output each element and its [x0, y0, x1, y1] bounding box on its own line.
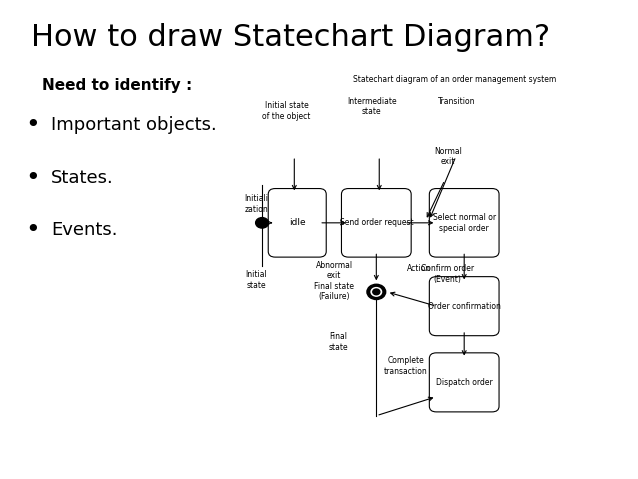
- FancyBboxPatch shape: [268, 189, 326, 257]
- Text: Action: Action: [407, 264, 431, 273]
- Text: •: •: [25, 218, 40, 242]
- Text: Important objects.: Important objects.: [51, 116, 217, 134]
- Text: Intermediate
state: Intermediate state: [347, 97, 396, 116]
- FancyBboxPatch shape: [429, 189, 499, 257]
- FancyArrowPatch shape: [322, 221, 345, 225]
- Text: Events.: Events.: [51, 221, 117, 239]
- FancyArrowPatch shape: [267, 221, 272, 225]
- Text: Order confirmation: Order confirmation: [427, 302, 501, 311]
- Text: Abnormal
exit
Final state
(Failure): Abnormal exit Final state (Failure): [314, 261, 354, 301]
- FancyArrowPatch shape: [379, 397, 433, 415]
- Circle shape: [367, 284, 386, 299]
- Text: Normal
exit: Normal exit: [434, 147, 462, 166]
- Text: Send order request: Send order request: [339, 218, 413, 228]
- Text: idle: idle: [289, 218, 306, 228]
- Text: States.: States.: [51, 169, 114, 187]
- Text: Initial
state: Initial state: [246, 271, 267, 290]
- Circle shape: [371, 287, 382, 296]
- FancyArrowPatch shape: [463, 254, 466, 278]
- FancyArrowPatch shape: [390, 292, 434, 306]
- FancyArrowPatch shape: [427, 182, 443, 217]
- FancyArrowPatch shape: [430, 159, 455, 217]
- FancyArrowPatch shape: [407, 221, 433, 225]
- FancyBboxPatch shape: [341, 189, 411, 257]
- FancyArrowPatch shape: [377, 159, 381, 189]
- FancyBboxPatch shape: [429, 353, 499, 412]
- Text: Confirm order
(Event): Confirm order (Event): [421, 264, 474, 284]
- Text: Need to identify :: Need to identify :: [42, 78, 193, 92]
- Circle shape: [256, 217, 269, 228]
- FancyArrowPatch shape: [292, 159, 296, 189]
- Text: Final
state: Final state: [329, 332, 348, 352]
- FancyBboxPatch shape: [429, 277, 499, 336]
- Text: •: •: [25, 113, 40, 137]
- Text: Complete
transaction: Complete transaction: [383, 356, 427, 376]
- FancyArrowPatch shape: [375, 254, 378, 279]
- Text: Dispatch order: Dispatch order: [436, 378, 493, 387]
- Circle shape: [373, 289, 380, 295]
- Text: How to draw Statechart Diagram?: How to draw Statechart Diagram?: [31, 23, 550, 52]
- Text: Statechart diagram of an order management system: Statechart diagram of an order managemen…: [353, 75, 556, 84]
- Text: Initiali
zation: Initiali zation: [244, 194, 268, 214]
- Text: Initial state
of the object: Initial state of the object: [262, 102, 311, 121]
- FancyArrowPatch shape: [463, 333, 466, 354]
- Text: Select normal or
special order: Select normal or special order: [433, 213, 496, 232]
- Text: •: •: [25, 166, 40, 190]
- Text: Transition: Transition: [438, 97, 476, 106]
